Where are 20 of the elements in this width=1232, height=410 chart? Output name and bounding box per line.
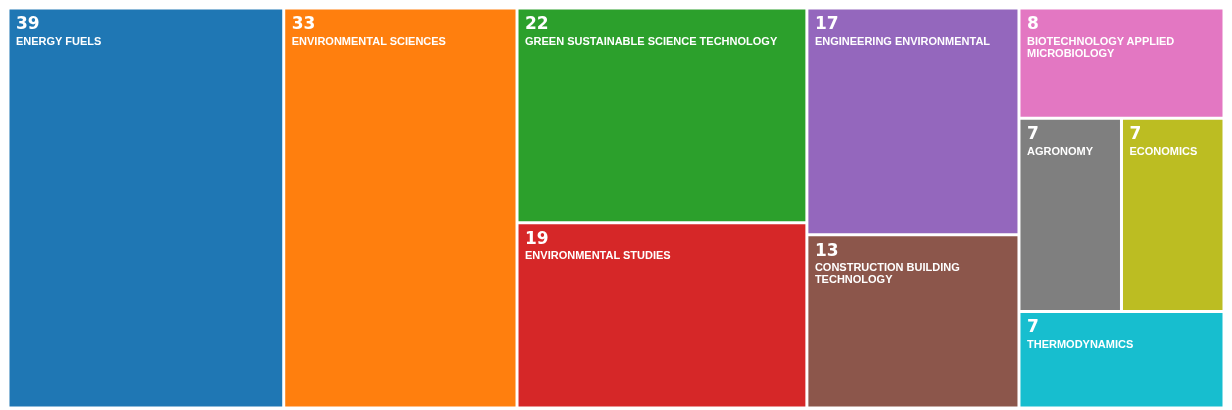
category-label: ENVIRONMENTAL STUDIES [525, 249, 671, 262]
data-label: 33 [291, 12, 316, 33]
data-label: 8 [1026, 12, 1039, 33]
data-label: 13 [814, 239, 839, 260]
data-label: 7 [1026, 316, 1039, 337]
category-label: AGRONOMY [1026, 144, 1094, 157]
category-label: CONSTRUCTION BUILDING TECHNOLOGY [814, 261, 960, 286]
data-label: 17 [814, 12, 839, 33]
category-label: BIOTECHNOLOGY APPLIED MICROBIOLOGY [1026, 34, 1175, 59]
category-label: ENGINEERING ENVIRONMENTAL [814, 34, 991, 47]
category-label: THERMODYNAMICS [1026, 337, 1134, 350]
data-label: 19 [525, 227, 549, 248]
data-label: 7 [1129, 123, 1142, 144]
category-label: ENVIRONMENTAL SCIENCES [291, 34, 446, 47]
data-label: 39 [16, 12, 40, 33]
category-label: ECONOMICS [1129, 144, 1198, 157]
data-label: 7 [1026, 123, 1039, 144]
category-label: ENERGY FUELS [16, 34, 102, 47]
data-label: 22 [525, 12, 549, 33]
category-label: GREEN SUSTAINABLE SCIENCE TECHNOLOGY [525, 34, 778, 47]
